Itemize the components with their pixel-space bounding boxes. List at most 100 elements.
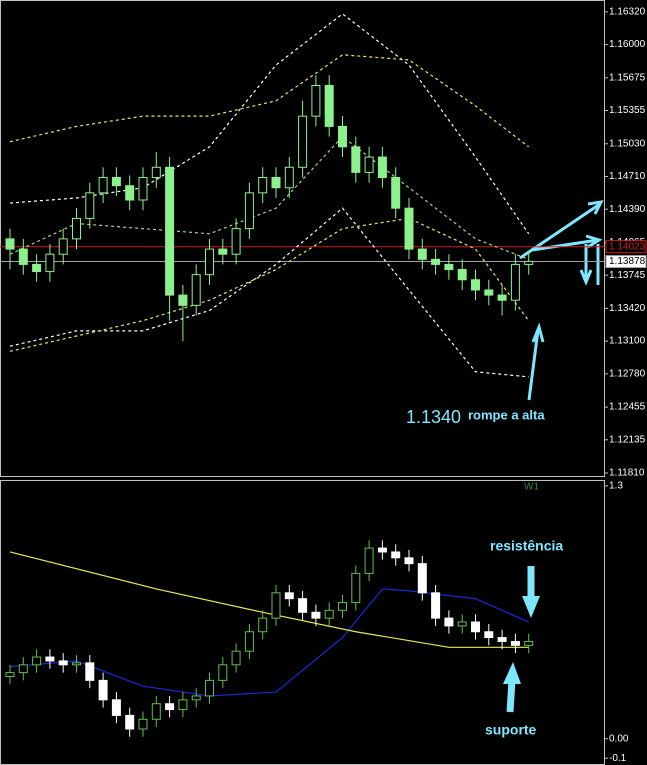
candle-body bbox=[444, 617, 454, 627]
candle-body bbox=[497, 637, 507, 642]
candle-body bbox=[417, 248, 427, 260]
candle-body bbox=[364, 547, 374, 574]
candle-body bbox=[244, 631, 254, 652]
price-label-box bbox=[605, 255, 647, 269]
candle-body bbox=[324, 609, 334, 619]
candle-body bbox=[510, 640, 520, 646]
candle-body bbox=[18, 248, 28, 265]
candle-body bbox=[324, 84, 334, 127]
candle-body bbox=[457, 269, 467, 281]
y-tick-label: 1.3 bbox=[609, 480, 623, 491]
y-tick-label: 1.13745 bbox=[609, 270, 646, 281]
y-tick-label: 1.14390 bbox=[609, 204, 646, 215]
annotation: resistência bbox=[490, 538, 563, 554]
candle-body bbox=[284, 166, 294, 189]
candle-body bbox=[510, 263, 520, 301]
candle-body bbox=[138, 718, 148, 730]
candle-body bbox=[231, 650, 241, 666]
arrow-head bbox=[585, 234, 603, 249]
candle-body bbox=[364, 156, 374, 173]
y-tick-label: 1.15030 bbox=[609, 138, 646, 149]
candle-body bbox=[72, 662, 81, 666]
candle-body bbox=[377, 156, 387, 179]
candle-body bbox=[338, 602, 347, 611]
arrow-head bbox=[579, 269, 593, 286]
candle-body bbox=[404, 207, 414, 250]
candle-body bbox=[191, 274, 201, 306]
candle-body bbox=[311, 611, 321, 619]
y-tick-label: 1.15675 bbox=[609, 72, 646, 83]
arrow-head bbox=[531, 322, 545, 343]
candle-body bbox=[404, 557, 414, 565]
candle-body bbox=[58, 660, 68, 666]
arrow bbox=[506, 679, 516, 713]
candle-body bbox=[258, 617, 268, 633]
candle-body bbox=[72, 217, 81, 240]
indicator-line bbox=[9, 588, 529, 697]
candle-body bbox=[45, 253, 55, 273]
candle-body bbox=[98, 177, 108, 194]
candle-body bbox=[151, 703, 161, 720]
indicator-line bbox=[9, 217, 530, 352]
candle-body bbox=[125, 185, 135, 201]
candle-body bbox=[497, 294, 507, 301]
y-tick-label: -0.1 bbox=[609, 753, 627, 764]
candle-body bbox=[524, 260, 534, 265]
y-tick-label: 1.11810 bbox=[609, 468, 645, 479]
indicator-line bbox=[9, 13, 530, 235]
indicator-line bbox=[9, 135, 529, 260]
candle-body bbox=[178, 699, 188, 711]
y-tick-label: 1.13100 bbox=[609, 336, 646, 347]
candle-body bbox=[85, 192, 95, 219]
candle-body bbox=[351, 572, 361, 604]
y-tick-label: 1.12455 bbox=[609, 402, 646, 413]
candle-body bbox=[85, 662, 95, 681]
candle-body bbox=[377, 547, 387, 553]
candle-body bbox=[205, 679, 214, 697]
y-tick-label: 1.15355 bbox=[609, 105, 646, 116]
panel-label: W1 bbox=[524, 482, 539, 493]
candle-body bbox=[298, 115, 308, 168]
candle-body bbox=[218, 248, 228, 255]
main-panel-frame bbox=[0, 0, 605, 477]
y-tick-label: 1.13420 bbox=[609, 303, 646, 314]
candle-body bbox=[258, 177, 268, 194]
candle-body bbox=[32, 656, 42, 666]
candle-body bbox=[5, 238, 15, 250]
arrows bbox=[503, 200, 604, 713]
y-tick-label: 1.16000 bbox=[609, 39, 646, 50]
y-tick-label: 0.00 bbox=[609, 733, 629, 744]
candle-body bbox=[431, 592, 441, 619]
y-tick-label: 1.12780 bbox=[609, 368, 646, 379]
candle-body bbox=[351, 146, 361, 173]
candle-body bbox=[271, 177, 281, 189]
price-label: 1.13878 bbox=[609, 256, 646, 267]
price-label: 1.14023 bbox=[609, 241, 646, 252]
candle-body bbox=[391, 177, 401, 209]
candle-body bbox=[151, 166, 161, 179]
candle-body bbox=[338, 125, 347, 148]
price-label-box bbox=[605, 240, 647, 254]
candle-body bbox=[471, 279, 480, 291]
candle-body bbox=[298, 598, 308, 613]
candle-body bbox=[165, 703, 175, 711]
candle-body bbox=[138, 177, 148, 201]
candle-body bbox=[111, 177, 121, 187]
annotation-price: 1.1340 bbox=[406, 407, 461, 427]
candle-body bbox=[58, 238, 68, 255]
candle-body bbox=[5, 672, 15, 677]
candle-body bbox=[484, 631, 494, 639]
indicator-line bbox=[9, 551, 529, 648]
candle-body bbox=[244, 192, 254, 230]
candle-body bbox=[18, 664, 28, 674]
y-tick-label: 1.14710 bbox=[609, 171, 646, 182]
candle-body bbox=[165, 166, 175, 296]
candle-body bbox=[98, 679, 108, 701]
candle-body bbox=[444, 263, 454, 271]
candle-body bbox=[178, 294, 188, 306]
candle-body bbox=[311, 84, 321, 117]
candle-body bbox=[471, 621, 480, 633]
candle-body bbox=[284, 592, 294, 600]
annotation: suporte bbox=[485, 722, 537, 738]
